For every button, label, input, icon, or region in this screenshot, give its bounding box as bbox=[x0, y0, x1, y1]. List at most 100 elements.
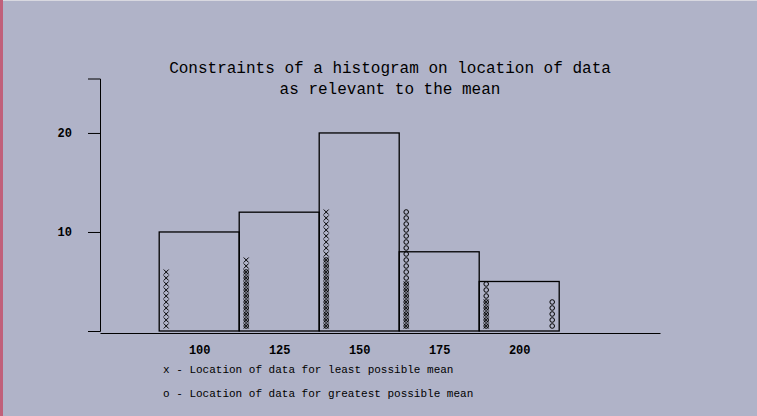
o-symbol bbox=[324, 300, 329, 305]
frame-top bbox=[0, 0, 757, 1]
o-symbol bbox=[324, 324, 329, 329]
x-stack bbox=[244, 258, 249, 329]
o-symbol bbox=[404, 252, 409, 257]
o-symbol bbox=[244, 312, 249, 317]
o-symbol bbox=[484, 282, 489, 287]
x-symbol bbox=[324, 300, 329, 305]
x-symbol bbox=[324, 258, 329, 263]
x-symbol bbox=[164, 300, 169, 305]
x-symbol bbox=[324, 294, 329, 299]
x-symbol bbox=[324, 318, 329, 323]
y-axis-line bbox=[88, 79, 101, 332]
y-tick-mark bbox=[88, 232, 100, 233]
x-symbol bbox=[244, 276, 249, 281]
o-symbol bbox=[324, 312, 329, 317]
o-symbol bbox=[484, 288, 489, 293]
x-symbol bbox=[324, 222, 329, 227]
o-symbol bbox=[404, 294, 409, 299]
x-symbol bbox=[244, 288, 249, 293]
o-stack bbox=[404, 210, 409, 329]
o-symbol bbox=[404, 216, 409, 221]
o-symbol bbox=[324, 270, 329, 275]
o-stack bbox=[484, 282, 489, 329]
y-axis: 10 20 bbox=[58, 79, 101, 332]
x-symbol bbox=[404, 306, 409, 311]
x-symbol bbox=[324, 312, 329, 317]
x-symbol bbox=[324, 324, 329, 329]
o-symbol bbox=[550, 312, 555, 317]
o-symbol bbox=[550, 318, 555, 323]
o-symbol bbox=[404, 234, 409, 239]
o-symbol bbox=[244, 294, 249, 299]
o-symbol bbox=[244, 270, 249, 275]
x-tick: 100 bbox=[189, 333, 211, 358]
o-symbol bbox=[404, 228, 409, 233]
x-symbol bbox=[244, 294, 249, 299]
y-tick-mark bbox=[88, 133, 100, 134]
x-stack bbox=[324, 210, 329, 329]
frame-left bbox=[0, 0, 3, 416]
plot-area bbox=[159, 133, 559, 331]
x-stack bbox=[484, 300, 489, 329]
o-symbol bbox=[324, 318, 329, 323]
x-symbol bbox=[404, 282, 409, 287]
o-symbol bbox=[484, 306, 489, 311]
o-symbol bbox=[404, 258, 409, 263]
x-tick: 200 bbox=[509, 333, 531, 358]
chart-title: Constraints of a histogram on location o… bbox=[169, 60, 611, 78]
o-symbol bbox=[404, 306, 409, 311]
x-symbol bbox=[244, 258, 249, 263]
x-symbol bbox=[244, 318, 249, 323]
x-symbol bbox=[404, 318, 409, 323]
o-stack bbox=[244, 270, 249, 329]
x-symbol bbox=[244, 312, 249, 317]
x-symbol bbox=[244, 324, 249, 329]
o-symbol bbox=[324, 306, 329, 311]
x-tick: 175 bbox=[429, 333, 451, 358]
o-symbol bbox=[484, 294, 489, 299]
x-tick: 150 bbox=[349, 333, 371, 358]
x-symbol bbox=[324, 276, 329, 281]
x-tick: 125 bbox=[269, 333, 291, 358]
o-symbol bbox=[244, 288, 249, 293]
o-symbol bbox=[404, 282, 409, 287]
o-symbol bbox=[484, 318, 489, 323]
o-symbol bbox=[244, 282, 249, 287]
x-symbol bbox=[164, 324, 169, 329]
o-symbol bbox=[404, 240, 409, 245]
x-symbol bbox=[244, 282, 249, 287]
x-symbol bbox=[484, 324, 489, 329]
x-symbol bbox=[324, 210, 329, 215]
x-symbol bbox=[164, 282, 169, 287]
x-symbol bbox=[324, 288, 329, 293]
x-symbol bbox=[324, 240, 329, 245]
o-symbol bbox=[244, 276, 249, 281]
x-symbol bbox=[324, 282, 329, 287]
o-symbol bbox=[324, 276, 329, 281]
x-symbol bbox=[404, 300, 409, 305]
o-symbol bbox=[244, 306, 249, 311]
o-symbol bbox=[404, 270, 409, 275]
histogram-bar bbox=[399, 252, 479, 331]
o-symbol bbox=[484, 324, 489, 329]
histogram-bar bbox=[159, 232, 239, 331]
chart: Constraints of a histogram on location o… bbox=[0, 0, 757, 416]
legend-entry: o - Location of data for greatest possib… bbox=[163, 388, 473, 400]
x-symbol bbox=[484, 312, 489, 317]
o-symbol bbox=[324, 258, 329, 263]
x-symbol bbox=[164, 294, 169, 299]
x-symbol bbox=[164, 288, 169, 293]
x-axis: 100 125 150 175 200 bbox=[101, 333, 661, 358]
x-symbol bbox=[484, 318, 489, 323]
y-tick: 10 bbox=[58, 226, 100, 240]
x-symbol bbox=[404, 324, 409, 329]
o-symbol bbox=[404, 210, 409, 215]
o-symbol bbox=[244, 324, 249, 329]
x-stack bbox=[404, 282, 409, 329]
x-symbol bbox=[244, 300, 249, 305]
o-symbol bbox=[404, 300, 409, 305]
o-symbol bbox=[404, 276, 409, 281]
x-tick-label: 100 bbox=[189, 344, 211, 358]
y-tick-label: 20 bbox=[58, 127, 72, 141]
x-symbol bbox=[324, 306, 329, 311]
